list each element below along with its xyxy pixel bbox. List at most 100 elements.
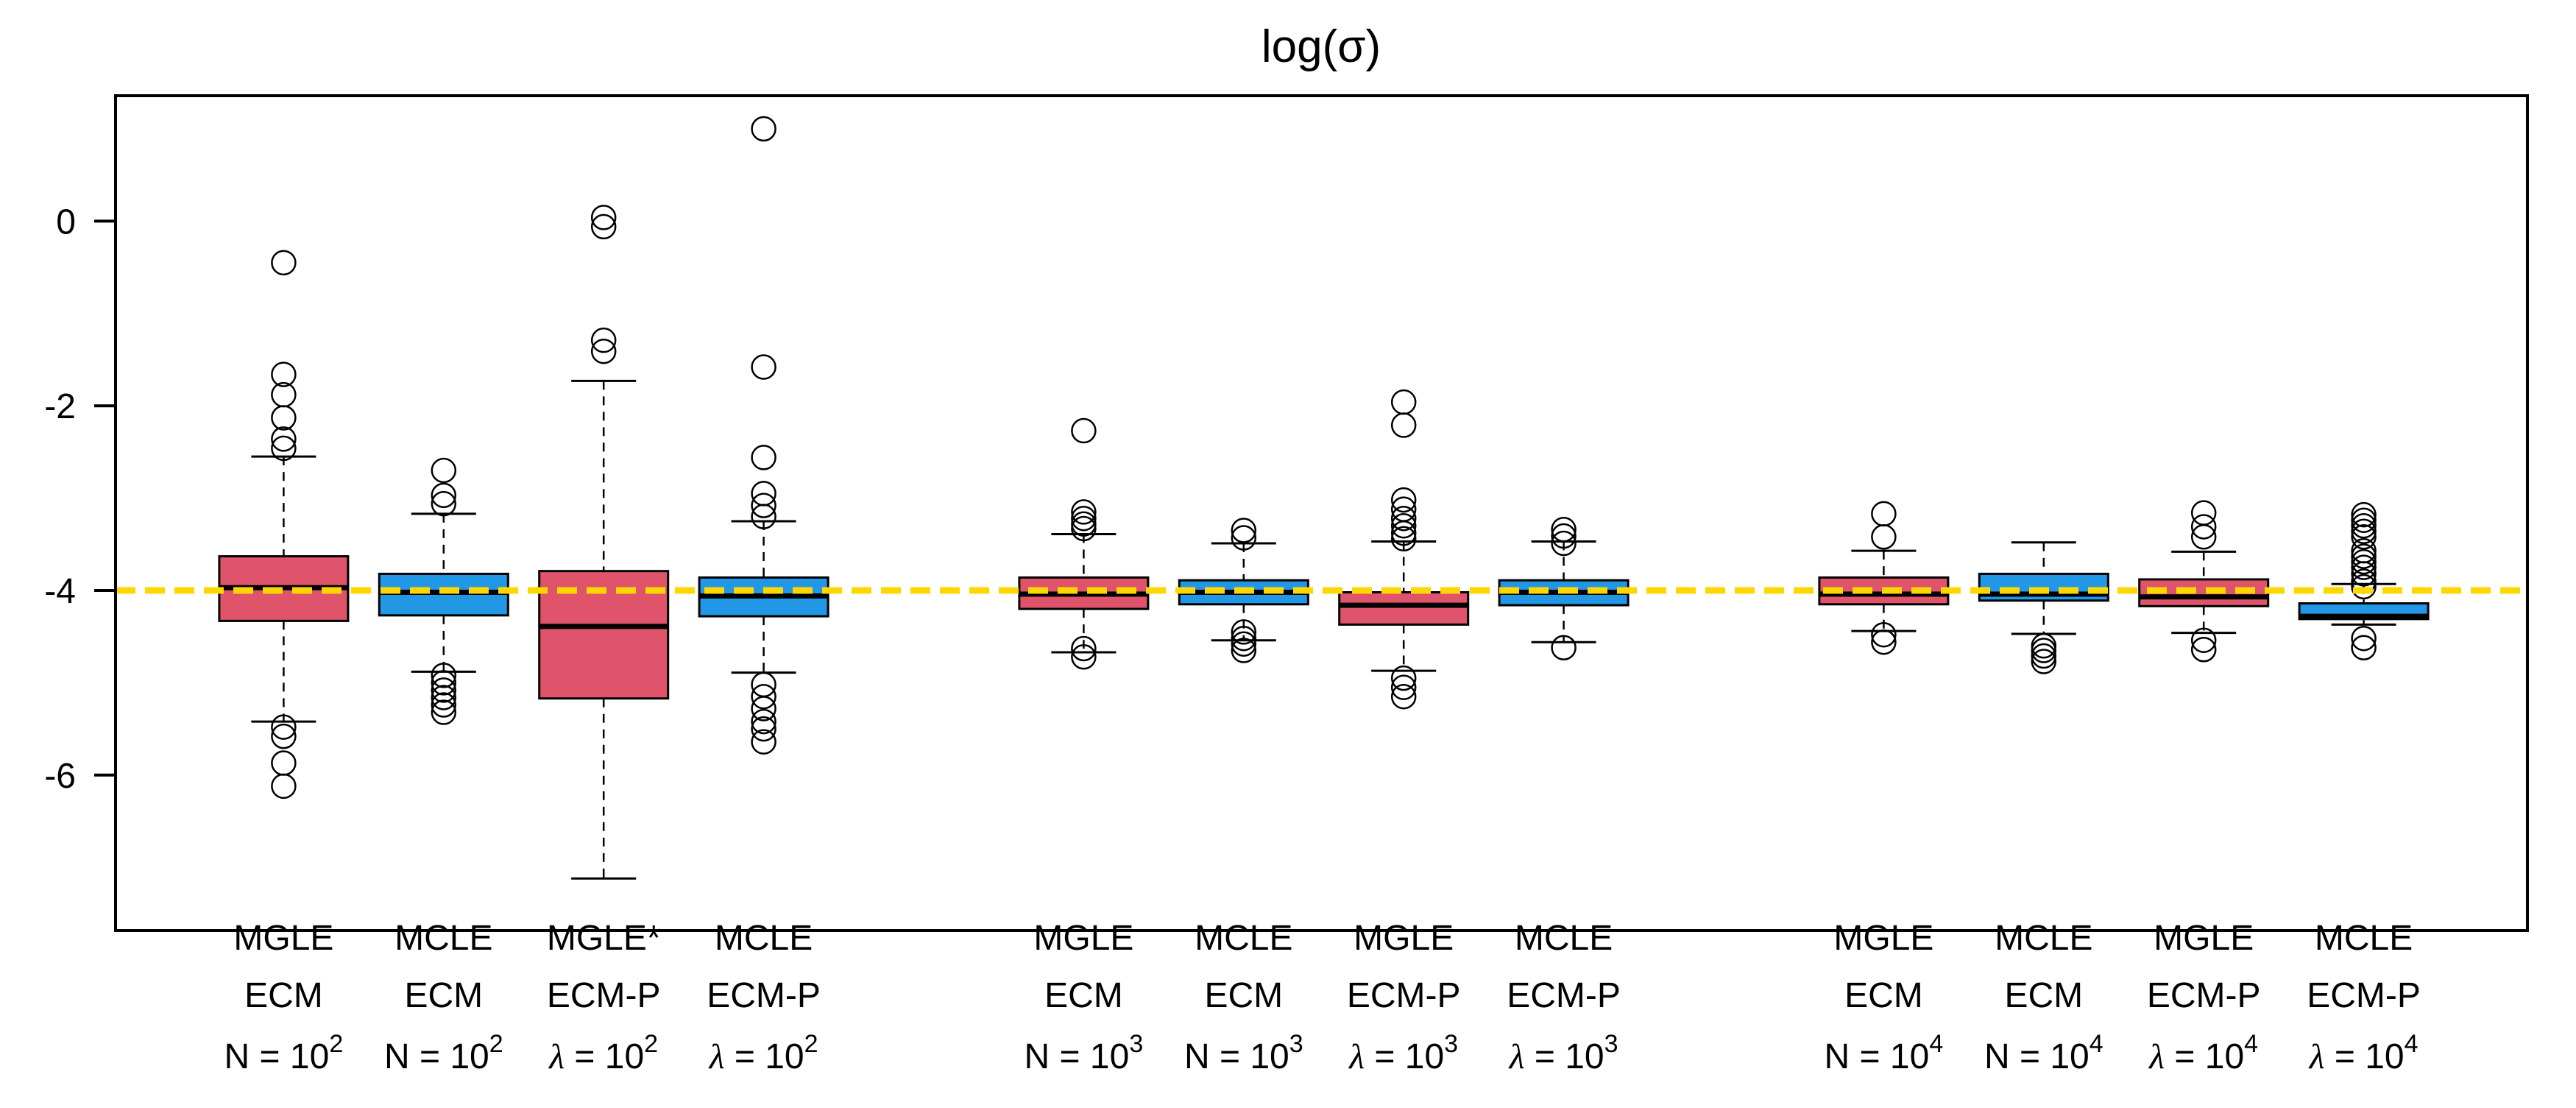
outlier-point [2190, 500, 2217, 526]
outlier-point [2031, 638, 2057, 663]
x-label-samplesize: N = 103 [1184, 1030, 1303, 1076]
x-label-samplesize: N = 102 [384, 1030, 503, 1076]
outlier-point [1390, 683, 1417, 710]
outlier-point [1551, 516, 1577, 543]
boxplot-mcle-ecm-4 [1978, 541, 2109, 674]
outlier-point [2031, 649, 2057, 674]
outlier-point [431, 482, 457, 509]
outlier-point [1231, 525, 1257, 551]
outlier-point [1390, 389, 1417, 415]
outlier-point [431, 685, 457, 710]
boxplot-mgles-ecm-p-2 [538, 205, 670, 880]
x-label-algorithm: ECM [2004, 976, 2083, 1015]
outlier-point [1871, 621, 1897, 648]
outlier-point [1390, 665, 1417, 691]
x-label-algorithm: ECM [404, 976, 483, 1015]
outlier-point [271, 250, 297, 276]
y-tick-label: -4 [44, 572, 76, 611]
outlier-point [1231, 631, 1257, 657]
x-label-estimator: MCLE [1995, 919, 2092, 958]
iqr-box [1338, 591, 1470, 626]
x-label-estimator: MCLE [2315, 919, 2413, 958]
x-label-samplesize: λ = 103 [1348, 1030, 1458, 1076]
x-label-algorithm: ECM-P [1347, 976, 1461, 1015]
x-label-samplesize: λ = 104 [2148, 1030, 2258, 1076]
y-tick-label: -6 [44, 757, 76, 796]
outlier-point [2190, 514, 2217, 540]
x-label-samplesize: N = 104 [1825, 1030, 1944, 1076]
outlier-point [590, 338, 617, 364]
x-label-samplesize: N = 104 [1984, 1030, 2103, 1076]
x-label-estimator: MCLE [715, 919, 813, 958]
outlier-point [2351, 548, 2377, 575]
x-label-algorithm: ECM [1044, 976, 1123, 1015]
outlier-point [2351, 507, 2377, 533]
outlier-point [1071, 505, 1097, 532]
boxplot-mcle-ecm-p-4 [2298, 501, 2430, 660]
outlier-point [271, 723, 297, 749]
outlier-point [590, 205, 617, 230]
x-label-estimator: MGLE [2154, 919, 2254, 958]
x-label-estimator: MGLE [1354, 919, 1454, 958]
outlier-point [1071, 635, 1097, 662]
outlier-point [271, 435, 297, 462]
outlier-point [2351, 512, 2377, 539]
outlier-point [1871, 501, 1897, 527]
x-label-algorithm: ECM-P [707, 976, 821, 1015]
outlier-point [271, 714, 297, 740]
x-label-algorithm: ECM [1844, 976, 1923, 1015]
boxplot-mgle-ecm-p-4 [2138, 500, 2270, 663]
x-label-algorithm: ECM-P [547, 976, 661, 1015]
outlier-point [590, 327, 617, 353]
outlier-point [2351, 543, 2377, 569]
boxplot-mgle-ecm-p-3 [1338, 389, 1470, 710]
outlier-point [1390, 505, 1417, 532]
outlier-point [1390, 674, 1417, 700]
y-tick-label: 0 [56, 202, 76, 241]
outlier-point [2351, 518, 2377, 544]
outlier-point [1071, 644, 1097, 670]
outlier-point [431, 670, 457, 696]
outlier-point [751, 504, 776, 529]
boxplot-mgle-ecm-3 [1018, 417, 1150, 670]
outlier-point [271, 426, 297, 452]
outlier-point [1390, 526, 1417, 552]
outlier-point [2031, 643, 2057, 669]
plot-border [114, 94, 2529, 932]
x-label-samplesize: N = 102 [224, 1030, 344, 1076]
x-label-algorithm: ECM-P [1507, 976, 1621, 1015]
outlier-point [431, 677, 457, 703]
outlier-point [1231, 518, 1257, 543]
outlier-point [2190, 627, 2217, 653]
boxplot-mgle-ecm-4 [1818, 501, 1950, 655]
outlier-point [2351, 561, 2377, 587]
outlier-point [1551, 523, 1577, 549]
axis-labels-layer: 0 -2 -4 -6 MGLE ECM N = 102 MCLE ECM N = 102 MGLE*… [44, 202, 2421, 1076]
outlier-point [2190, 524, 2217, 550]
outlier-point [1390, 512, 1417, 539]
outlier-point [590, 214, 617, 240]
outlier-point [1390, 412, 1417, 438]
outlier-point [1871, 524, 1897, 550]
boxplot-mcle-ecm-p-2 [698, 116, 829, 755]
x-label-algorithm: ECM [244, 976, 323, 1015]
outlier-point [751, 729, 776, 755]
outlier-point [2351, 524, 2377, 550]
outlier-point [751, 354, 776, 380]
outlier-point [2351, 635, 2377, 660]
outlier-point [2351, 574, 2377, 600]
chart-title: log(σ) [1262, 21, 1381, 72]
outlier-point [1231, 638, 1257, 663]
x-label-estimator: MGLE [1033, 919, 1133, 958]
outlier-point [751, 445, 776, 470]
x-label-estimator: MGLE* [547, 919, 661, 958]
boxes-layer [218, 116, 2430, 880]
x-label-estimator: MGLE [233, 919, 333, 958]
outlier-point [271, 405, 297, 431]
outlier-point [431, 699, 457, 725]
x-label-estimator: MCLE [394, 919, 492, 958]
outlier-point [751, 696, 776, 721]
x-label-samplesize: λ = 102 [548, 1030, 658, 1076]
outlier-point [2351, 501, 2377, 528]
